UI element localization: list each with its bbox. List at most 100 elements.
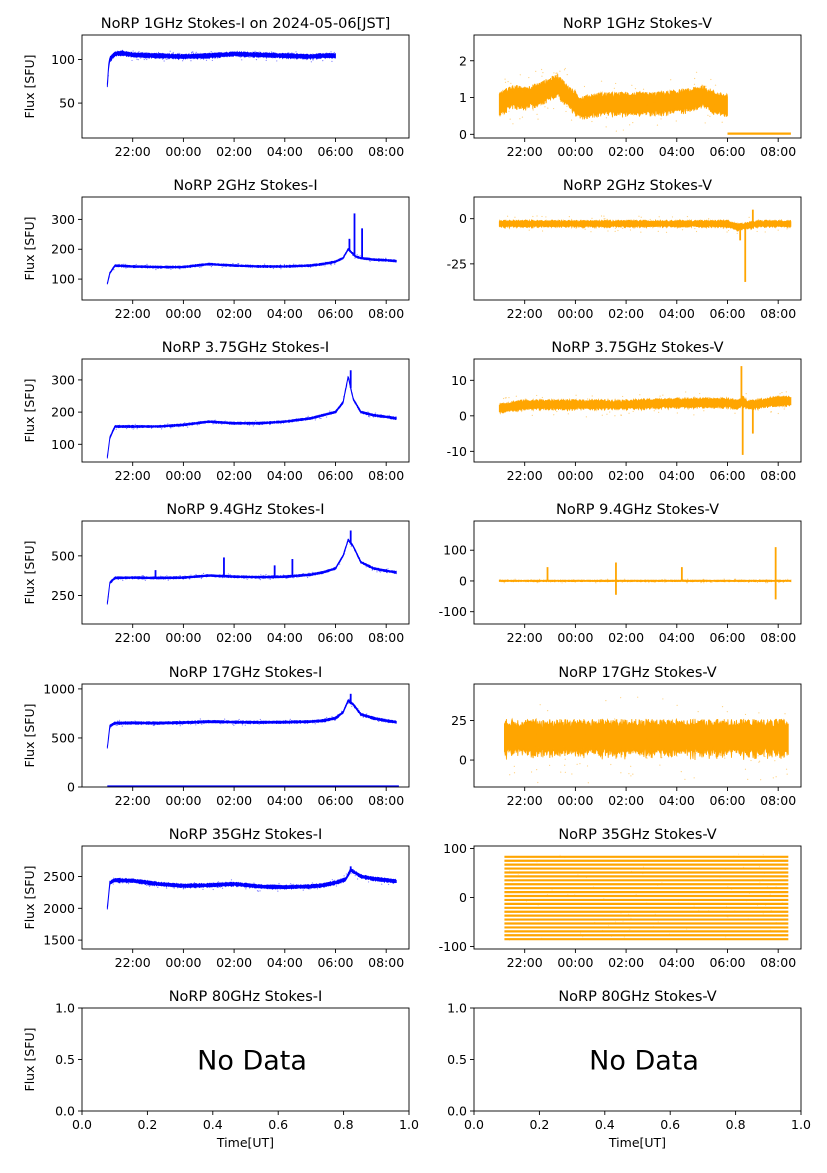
data-point <box>632 903 634 905</box>
data-point <box>595 748 597 750</box>
data-point <box>144 579 146 581</box>
data-point <box>302 889 304 891</box>
x-tick-label: 0.0 <box>72 1117 92 1132</box>
series-1 <box>106 370 397 459</box>
data-point <box>598 855 600 857</box>
data-point <box>230 879 233 881</box>
data-point <box>629 124 631 126</box>
data-point <box>121 725 123 727</box>
data-point <box>191 51 193 53</box>
data-point <box>320 417 322 420</box>
data-point <box>769 938 771 940</box>
data-point <box>714 84 717 86</box>
data-point <box>120 265 122 267</box>
x-axis: 22:00 00:00 02:00 04:00 06:00 08:00 <box>115 949 404 970</box>
data-point <box>231 54 234 57</box>
data-point <box>763 220 765 222</box>
data-point <box>695 752 697 755</box>
data-point <box>207 574 209 576</box>
data-point <box>758 761 760 763</box>
data-point <box>623 936 625 938</box>
data-point <box>634 88 637 90</box>
plot-frame <box>473 196 802 301</box>
x-tick-label: 08:00 <box>760 793 796 808</box>
data-point <box>157 886 159 888</box>
data-point <box>646 738 648 740</box>
y-tick-label: -10 <box>447 444 467 459</box>
data-point <box>508 410 510 412</box>
data-point <box>200 264 202 267</box>
x-tick-label: 04:00 <box>659 468 695 483</box>
data-point <box>182 60 184 62</box>
data-series <box>498 366 792 455</box>
data-point <box>272 720 274 723</box>
data-point <box>134 720 136 722</box>
data-point <box>202 572 205 575</box>
data-point <box>346 385 348 387</box>
data-point <box>247 423 249 425</box>
data-point <box>313 263 316 265</box>
data-point <box>777 229 779 231</box>
data-point <box>395 416 397 418</box>
data-point <box>615 130 617 132</box>
data-point <box>172 426 174 428</box>
data-point <box>594 581 596 583</box>
x-tick-label: 0.0 <box>464 1117 484 1132</box>
data-point <box>510 891 512 893</box>
data-point <box>348 698 351 700</box>
data-point <box>367 881 370 883</box>
data-point <box>629 581 631 583</box>
data-point <box>244 55 246 57</box>
data-point <box>744 713 747 716</box>
x-tick-label: 02:00 <box>216 793 252 808</box>
data-point <box>329 261 331 264</box>
y-tick-label: 0 <box>67 780 75 795</box>
data-point <box>576 726 579 728</box>
data-point <box>560 579 562 581</box>
data-point <box>214 57 216 59</box>
data-point <box>673 399 676 402</box>
x-tick-label: 02:00 <box>216 144 252 159</box>
data-point <box>338 258 340 260</box>
data-point <box>312 418 314 420</box>
data-point <box>770 411 772 413</box>
data-point <box>352 254 354 256</box>
x-tick-label: 06:00 <box>709 468 745 483</box>
data-point <box>554 409 557 412</box>
data-point <box>349 869 351 872</box>
data-point <box>235 722 238 725</box>
data-point <box>143 58 145 61</box>
data-point <box>387 883 390 886</box>
x-tick-label: 02:00 <box>608 306 644 321</box>
data-point <box>325 882 327 885</box>
data-point <box>620 414 622 416</box>
data-point <box>616 221 618 223</box>
data-point <box>618 580 620 582</box>
y-tick-label: 10 <box>451 373 467 388</box>
data-point <box>139 883 142 885</box>
y-tick-label: 500 <box>51 730 75 745</box>
data-point <box>224 718 226 720</box>
data-point <box>354 706 356 708</box>
data-point <box>628 773 630 775</box>
data-point <box>780 903 782 905</box>
data-point <box>758 580 760 582</box>
data-point <box>160 425 162 428</box>
data-point <box>388 414 390 416</box>
y-tick-label: 500 <box>51 548 75 563</box>
data-point <box>630 765 632 767</box>
x-axis: 22:00 00:00 02:00 04:00 06:00 08:00 <box>115 138 404 159</box>
data-point <box>265 59 267 61</box>
data-point <box>727 886 729 888</box>
x-axis: 0.0 0.2 0.4 0.6 0.8 1.0 <box>464 1111 811 1132</box>
data-point <box>519 118 521 120</box>
data-point <box>132 428 134 430</box>
series-1 <box>106 530 397 605</box>
data-point <box>615 223 617 226</box>
data-point <box>555 221 558 223</box>
data-point <box>658 734 660 737</box>
data-point <box>294 56 297 58</box>
data-point <box>123 263 125 265</box>
data-point <box>337 406 340 408</box>
data-point <box>759 404 762 406</box>
